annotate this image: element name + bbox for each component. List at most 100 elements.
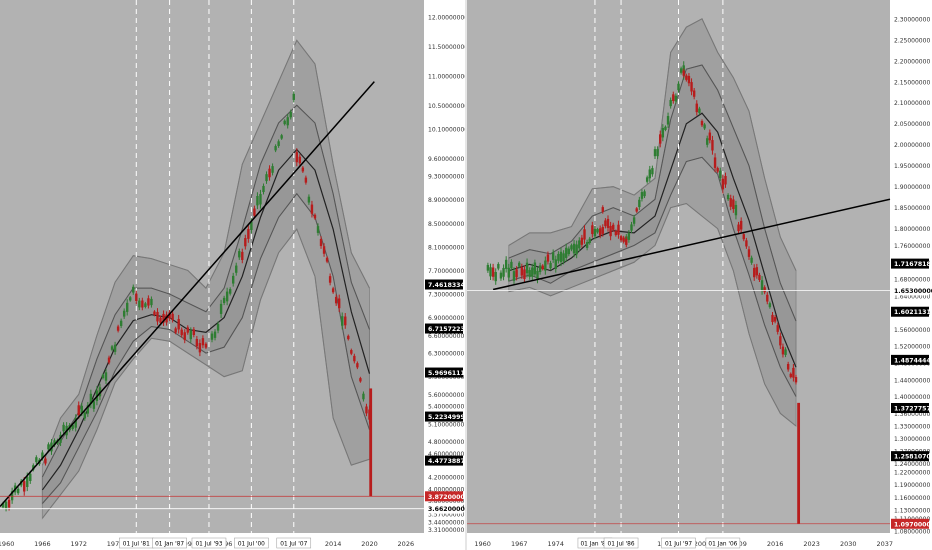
price-label-box: [891, 354, 929, 365]
candle: [771, 314, 774, 323]
vline-label: 01 Jan '87: [155, 542, 184, 548]
y-tick-label: 5.40000000: [428, 404, 464, 411]
candle: [244, 238, 247, 247]
candle: [601, 207, 604, 212]
candle: [265, 174, 268, 182]
candle: [745, 240, 748, 247]
x-tick-label: 1967: [511, 540, 528, 548]
candle: [171, 313, 174, 321]
price-label-text: 1.48744444: [894, 357, 932, 364]
candle: [531, 267, 534, 277]
x-tick-label: 1966: [34, 540, 51, 548]
y-tick-label: 3.44000000: [428, 519, 464, 526]
candle: [755, 267, 759, 276]
candle: [598, 228, 602, 236]
candle: [627, 232, 631, 240]
candle: [341, 316, 344, 326]
candle: [489, 267, 492, 277]
price-label-box: [425, 455, 463, 466]
vline-label-box: [603, 537, 639, 549]
candle: [286, 117, 289, 126]
last-price-label-text: 1.09700000: [894, 521, 932, 528]
y-tick-label: 3.57000000: [428, 512, 464, 519]
vline-label: 01 Jan '81: [580, 542, 609, 548]
vline-label: 01 Jul '93: [195, 542, 222, 548]
vline-label: 01 Jul '07: [280, 542, 307, 548]
candle: [356, 363, 359, 368]
candle: [344, 316, 347, 326]
candle: [549, 262, 552, 269]
y-tick-label: 6.60000000: [428, 333, 464, 340]
candle: [593, 228, 597, 237]
y-tick-label: 1.30000000: [894, 436, 930, 443]
candle: [638, 199, 641, 208]
y-tick-label: 1.36000000: [894, 411, 930, 418]
vline-label-box: [661, 537, 696, 549]
price-label-box: [891, 451, 929, 462]
candle: [578, 240, 581, 249]
y-tick-label: 1.24000000: [894, 461, 930, 468]
candle: [62, 424, 65, 432]
candle: [74, 418, 77, 428]
candle: [141, 300, 144, 308]
candle: [580, 237, 584, 245]
candle: [122, 310, 126, 317]
candle: [612, 224, 615, 230]
vline-label: 01 Jul '00: [238, 542, 265, 548]
candle: [283, 120, 286, 125]
y-tick-label: 1.33000000: [894, 423, 930, 430]
band-inner-upper-line: [508, 64, 797, 322]
vline-label: 01 Jul '97: [665, 542, 692, 548]
y-tick-label: 2.05000000: [894, 121, 930, 128]
candle: [703, 124, 706, 129]
candle: [726, 194, 730, 200]
candle: [789, 373, 792, 378]
last-price-label-box: [425, 491, 463, 502]
candle: [614, 231, 618, 236]
candle: [250, 221, 253, 230]
candle: [129, 297, 132, 301]
candle: [781, 346, 785, 355]
candle: [512, 271, 516, 281]
candle: [713, 157, 717, 168]
y-tick-label: 9.60000000: [428, 156, 464, 163]
price-label-box: [425, 411, 463, 422]
ref-price-label-text: 1.65300000: [894, 288, 932, 295]
candle: [334, 296, 338, 304]
candle: [510, 261, 513, 269]
candle: [362, 393, 365, 400]
price-label-text: 1.37277573: [894, 406, 932, 413]
y-tick-label: 8.50000000: [428, 221, 464, 228]
candle: [77, 405, 80, 415]
candle: [350, 350, 353, 354]
candle: [83, 412, 86, 419]
y-tick-label: 4.00000000: [428, 486, 464, 493]
candle: [622, 237, 625, 242]
candle: [232, 275, 235, 284]
ref-price-label-box: [891, 285, 929, 296]
candle: [313, 214, 317, 219]
candle: [739, 220, 743, 230]
price-label-text: 4.47738874: [428, 458, 466, 465]
candle: [310, 204, 314, 214]
candle-final-drop: [797, 402, 801, 524]
y-tick-label: 3.80000000: [428, 498, 464, 505]
candle: [147, 298, 150, 306]
candle: [773, 316, 777, 322]
band-mid-line: [508, 112, 797, 368]
candle: [132, 286, 135, 293]
candle: [562, 253, 565, 262]
x-tick-label: 2037: [877, 540, 894, 548]
candle: [92, 401, 96, 409]
candle: [677, 83, 680, 91]
candle: [632, 217, 636, 224]
candle: [195, 338, 199, 347]
y-tick-label: 4.80000000: [428, 439, 464, 446]
candle: [499, 272, 503, 279]
candle: [601, 226, 604, 234]
candle: [666, 116, 670, 125]
x-tick-label: 2030: [840, 540, 857, 548]
candle: [325, 257, 329, 262]
price-label-box: [891, 258, 929, 269]
candle: [192, 329, 196, 336]
